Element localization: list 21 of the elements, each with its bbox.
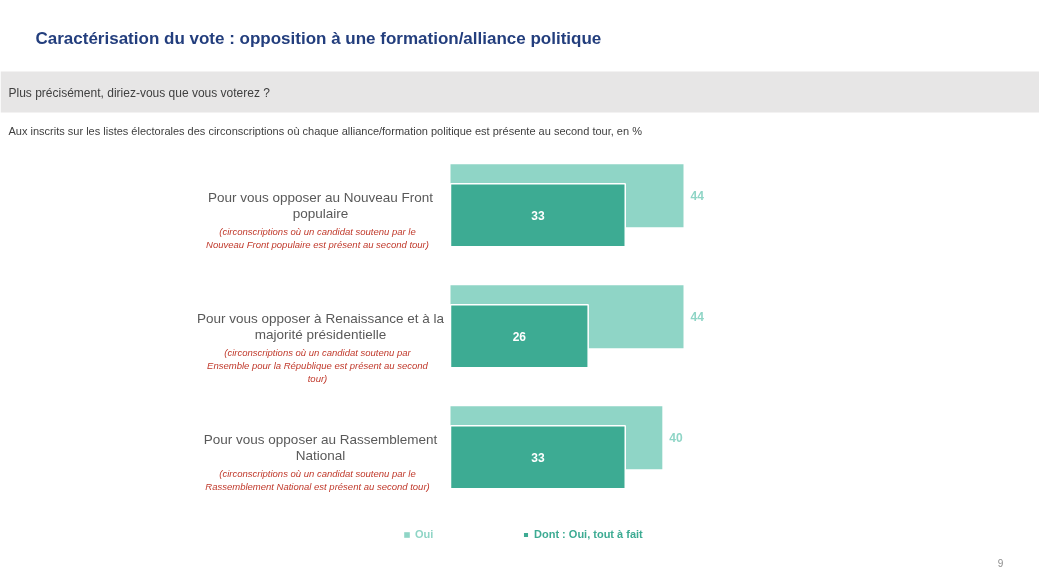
data-label: 26 bbox=[512, 329, 527, 344]
text: 9 bbox=[997, 557, 1004, 569]
y-tick-label: Pour vous opposer à Renaissance et à la majorité présidentielle bbox=[197, 311, 445, 342]
bar bbox=[449, 424, 626, 490]
data-label: 33 bbox=[531, 450, 545, 465]
data-label: 44 bbox=[690, 310, 705, 325]
data-label: 33 bbox=[531, 208, 545, 223]
chart-title: Caractérisation du vote : opposition à une formation/alliance politique bbox=[35, 29, 602, 48]
data-label: 44 bbox=[690, 189, 705, 204]
bar bbox=[449, 303, 589, 369]
data-label: 40 bbox=[669, 431, 683, 446]
legend-label: Oui bbox=[415, 527, 435, 541]
text: Aux inscrits sur les listes électorales des circonscriptions où chaque alliance/formation politique est présente au second tour, en % bbox=[8, 124, 643, 137]
y-tick-label: Pour vous opposer au Rassemblement National bbox=[203, 432, 438, 463]
text: (circonscriptions où un candidat soutenu par le Rassemblement National est présent au second tour) bbox=[205, 468, 430, 492]
y-tick-label: Pour vous opposer au Nouveau Front populaire bbox=[207, 190, 434, 221]
bar bbox=[449, 182, 626, 248]
text: (circonscriptions où un candidat soutenu par le Nouveau Front populaire est présent au second tour) bbox=[206, 226, 429, 250]
text: (circonscriptions où un candidat soutenu par Ensemble pour la République est présent au second tour) bbox=[207, 347, 429, 384]
legend-label: Dont : Oui, tout à fait bbox=[534, 527, 643, 541]
text: Plus précisément, diriez-vous que vous voterez ? bbox=[8, 85, 271, 100]
